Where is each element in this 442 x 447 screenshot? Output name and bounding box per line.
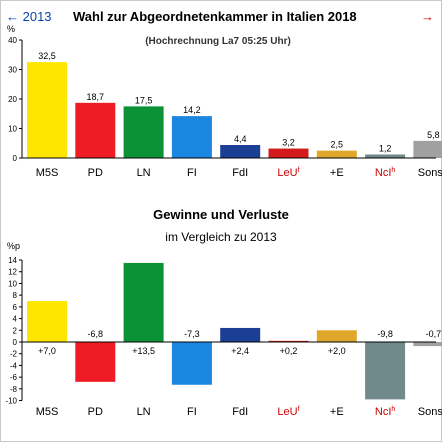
chart1-value-label: 18,7 — [87, 92, 105, 102]
chart2-y-tick-label: -4 — [10, 361, 18, 370]
chart1-category-label: PD — [88, 167, 103, 179]
chart2-bar-leu — [268, 340, 309, 343]
chart2-category-label: M5S — [36, 406, 59, 418]
chart2-value-label: +2,0 — [328, 346, 346, 356]
chart1-bar-nci — [365, 154, 406, 158]
chart2-y-tick-label: 6 — [13, 303, 18, 312]
chart2-category-label: PD — [88, 406, 103, 418]
chart1-y-tick-label: 10 — [8, 125, 17, 134]
chart2-category-label: FdI — [232, 406, 248, 418]
chart2-y-tick-label: 12 — [8, 268, 17, 277]
chart2-value-label: -6,8 — [88, 329, 104, 339]
chart2-value-label: -9,8 — [377, 329, 393, 339]
chart1-value-label: 1,2 — [379, 143, 392, 153]
chart2-bar-m5s — [27, 301, 67, 342]
chart1-value-label: 2,5 — [331, 140, 344, 150]
chart2-y-tick-label: 4 — [13, 315, 18, 324]
chart1-value-label: 32,5 — [38, 51, 56, 61]
chart1-bar-m5s — [27, 62, 67, 158]
chart1-value-label: 3,2 — [282, 138, 295, 148]
nav-prev-link[interactable]: ← 2013 — [6, 9, 52, 24]
chart1-bar-sonst — [413, 140, 442, 158]
chart1-subtitle: (Hochrechnung La7 05:25 Uhr) — [145, 36, 291, 47]
chart2-y-tick-label: -6 — [10, 373, 18, 382]
chart2-bar-pd — [75, 342, 116, 382]
chart1-value-label: 5,8 — [427, 130, 440, 140]
chart1-title: Wahl zur Abgeordnetenkammer in Italien 2… — [73, 9, 357, 24]
chart1-ylabel: % — [7, 24, 15, 34]
chart2-bar-e — [316, 330, 357, 342]
chart1-category-label: Sonst. — [418, 167, 442, 179]
chart2-y-tick-label: 14 — [8, 256, 17, 265]
chart2-y-tick-label: 8 — [13, 291, 18, 300]
chart2-bar-fdi — [220, 327, 261, 342]
chart2-value-label: +7,0 — [38, 346, 56, 356]
chart2-value-label: +13,5 — [132, 346, 155, 356]
chart1-category-label: M5S — [36, 167, 59, 179]
chart2-category-label: LeUf — [277, 406, 299, 418]
chart2-y-tick-label: -10 — [5, 397, 17, 406]
chart1-category-label: LN — [137, 167, 151, 179]
chart2-y-tick-label: 10 — [8, 279, 17, 288]
chart2-category-superscript: h — [391, 406, 395, 413]
chart1-category-label: FdI — [232, 167, 248, 179]
chart1-bar-fi — [171, 116, 212, 158]
chart1-value-label: 17,5 — [135, 95, 153, 105]
chart1-category-superscript: h — [391, 167, 395, 174]
chart2-ylabel: %p — [7, 241, 20, 251]
chart1-value-label: 4,4 — [234, 134, 247, 144]
chart2-category-superscript: f — [298, 406, 300, 413]
chart2-value-label: +0,2 — [280, 346, 298, 356]
chart2-value-label: +2,4 — [231, 346, 249, 356]
chart1-category-label: +E — [330, 167, 344, 179]
chart1-category-superscript: f — [298, 167, 300, 174]
chart2-category-label: +E — [330, 406, 344, 418]
nav-next-link[interactable]: → — [421, 9, 434, 24]
chart2-y-tick-label: 2 — [13, 326, 18, 335]
chart2-y-tick-label: -8 — [10, 385, 18, 394]
chart2-category-label: FI — [187, 406, 197, 418]
chart1-bar-ln — [123, 106, 164, 158]
chart1-bar-e — [316, 150, 357, 158]
chart1-bar-fdi — [220, 145, 261, 158]
chart1-bar-leu — [268, 148, 309, 158]
chart1-category-label: FI — [187, 167, 197, 179]
chart1-category-label: NcIh — [375, 167, 396, 179]
chart2-category-label: LN — [137, 406, 151, 418]
chart2-y-tick-label: 0 — [13, 338, 18, 347]
chart1-value-label: 14,2 — [183, 105, 201, 115]
chart2-value-label: -0,7 — [426, 329, 442, 339]
chart2-title: Gewinne und Verluste — [153, 207, 289, 222]
chart1-y-tick-label: 40 — [8, 36, 17, 45]
chart1-y-tick-label: 20 — [8, 95, 17, 104]
chart1-category-label: LeUf — [277, 167, 299, 179]
chart2-category-label: Sonst. — [418, 406, 442, 418]
chart1-y-tick-label: 0 — [13, 154, 18, 163]
chart2-y-tick-label: -2 — [10, 350, 18, 359]
chart2-subtitle: im Vergleich zu 2013 — [165, 230, 277, 244]
chart2-bar-sonst — [413, 342, 442, 347]
chart1-plot: 0 10 20 30 40 32,5 M5S 18,7 PD 17,5 LN 14,2 FI 4,4 FdI… — [8, 36, 442, 179]
chart2-plot: -10 -8 -6 -4 -2 0 2 4 6 8 10 12 14 +7,0 M5S -6,8 PD +13,5… — [5, 256, 442, 418]
chart2-bar-ln — [123, 262, 164, 342]
chart2-bar-nci — [365, 342, 406, 400]
chart2-bar-fi — [171, 342, 212, 385]
chart2-value-label: -7,3 — [184, 329, 200, 339]
chart1-bar-pd — [75, 102, 116, 158]
chart1-y-tick-label: 30 — [8, 66, 17, 75]
chart2-category-label: NcIh — [375, 406, 396, 418]
